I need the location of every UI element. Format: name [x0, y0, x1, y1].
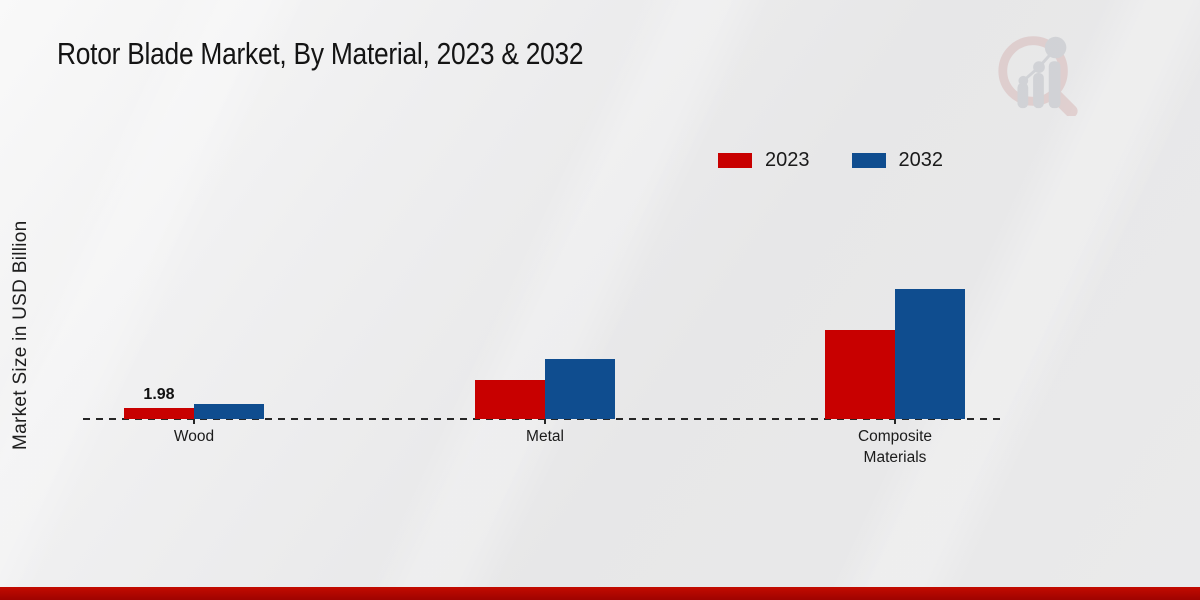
x-axis-category-label-metal: Metal	[526, 428, 564, 445]
legend-swatch-icon	[718, 153, 752, 168]
legend-item-2032: 2032	[851, 149, 944, 172]
bar-2023-wood	[124, 408, 194, 419]
x-axis-tick-metal	[544, 419, 546, 424]
chart-title: Rotor Blade Market, By Material, 2023 & …	[57, 36, 584, 71]
market-research-future-logo-icon	[998, 36, 1078, 116]
legend: 2023 2032	[718, 149, 943, 172]
x-axis-category-label-composite-materials: Composite Materials	[857, 428, 933, 466]
x-axis-line	[83, 418, 1003, 420]
x-axis-category-label-wood: Wood	[173, 428, 215, 445]
bar-2023-metal	[475, 380, 545, 419]
legend-label: 2023	[765, 149, 810, 171]
bar-2032-metal	[545, 359, 615, 419]
legend-swatch-icon	[851, 153, 886, 168]
bar-value-label: 1.98	[143, 386, 175, 403]
x-axis-tick-wood	[193, 419, 195, 424]
x-axis-tick-composite-materials	[894, 419, 896, 424]
footer-brand-bar	[0, 587, 1200, 600]
bar-2023-composite-materials	[825, 330, 895, 419]
bar-2032-composite-materials	[895, 289, 965, 419]
legend-label: 2032	[898, 149, 944, 171]
legend-item-2023: 2023	[718, 149, 810, 172]
bar-2032-wood	[194, 404, 264, 419]
